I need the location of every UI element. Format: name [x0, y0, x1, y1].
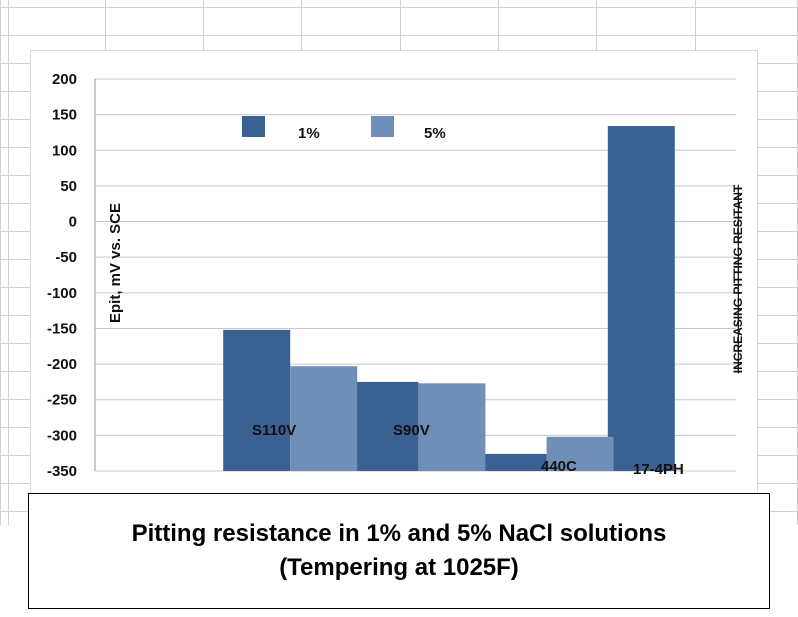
bar-5%-S110V — [290, 366, 358, 471]
bar-1%-17-4PH — [607, 126, 675, 471]
y-tick-label: 100 — [52, 142, 77, 159]
bar-1%-S90V — [351, 381, 419, 471]
y-tick-label: 50 — [60, 178, 77, 195]
bar-chart: 200 150 100 50 0 -50 -100 -150 -200 -250 -300 -350 S… — [47, 71, 745, 480]
caption-line-2: (Tempering at 1025F) — [279, 554, 519, 581]
caption-line-1: Pitting resistance in 1% and 5% NaCl sol… — [131, 520, 667, 547]
y-tick-label: -50 — [55, 249, 77, 266]
y-tick-label: 200 — [52, 71, 77, 88]
category-label: S90V — [393, 422, 430, 439]
y-axis-title: Epit, mV vs. SCE — [107, 203, 124, 323]
bar-1%-440C — [479, 453, 547, 471]
y-tick-label: 0 — [69, 214, 77, 231]
y-tick-label: -100 — [47, 285, 77, 302]
bar-5%-S90V — [418, 383, 486, 471]
legend-label: 1% — [298, 125, 320, 142]
y-tick-label: -150 — [47, 320, 77, 337]
chart-area: 200 150 100 50 0 -50 -100 -150 -200 -250 -300 -350 S… — [30, 50, 758, 500]
category-label: 440C — [541, 458, 577, 475]
legend-swatch — [242, 116, 265, 137]
y-tick-label: -250 — [47, 392, 77, 409]
legend-swatch — [371, 116, 394, 137]
y-tick-label: -350 — [47, 463, 77, 480]
y-tick-label: -300 — [47, 427, 77, 444]
bar-1%-S110V — [223, 329, 291, 471]
legend-label: 5% — [424, 125, 446, 142]
caption-box: Pitting resistance in 1% and 5% NaCl sol… — [28, 493, 770, 609]
annotation-text: INCREASING PITTING RESITANT — [731, 184, 745, 373]
y-tick-label: -200 — [47, 356, 77, 373]
category-label: 17-4PH — [633, 461, 684, 478]
category-label: S110V — [252, 422, 296, 439]
bar-5%-440C — [546, 436, 614, 471]
y-tick-label: 150 — [52, 107, 77, 124]
